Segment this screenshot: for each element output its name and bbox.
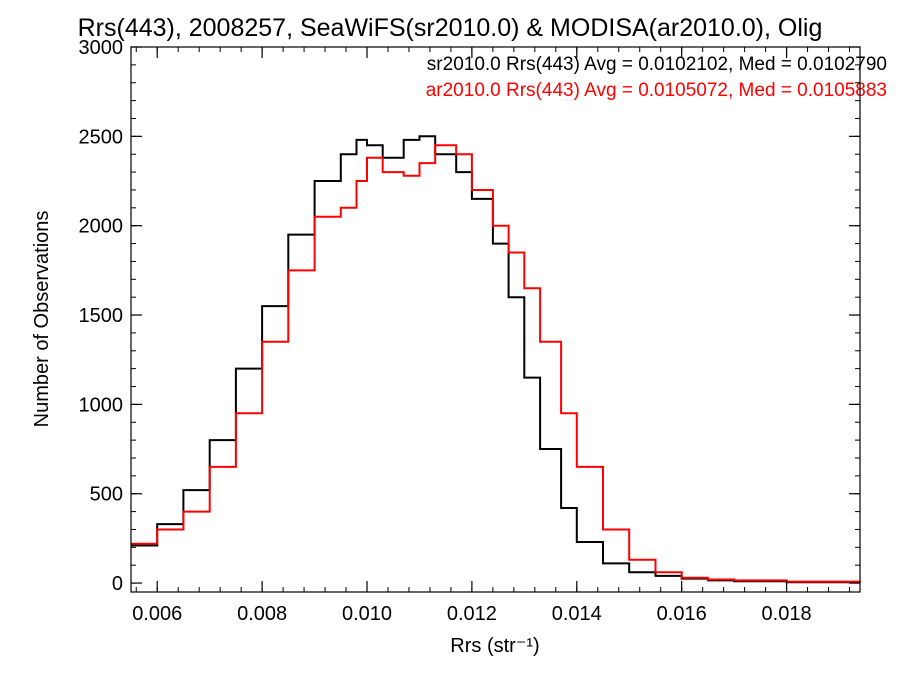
y-tick-label: 2500 [79,126,124,148]
x-tick-label: 0.006 [132,603,182,625]
series-layer [131,135,861,584]
y-tick-label: 1000 [79,394,124,416]
y-axis-label: Number of Observations [31,211,53,428]
x-tick-label: 0.008 [237,603,287,625]
plot-frame [130,46,861,593]
legend-entry-ar2010: ar2010.0 Rrs(443) Avg = 0.0105072, Med =… [426,80,887,101]
y-tick-label: 3000 [79,37,124,59]
y-tick-label: 2000 [79,216,124,238]
x-tick-label: 0.016 [657,603,707,625]
legend: sr2010.0 Rrs(443) Avg = 0.0102102, Med =… [426,54,887,101]
x-axis-label: Rrs (str⁻¹) [450,635,539,657]
x-tick-label: 0.014 [552,603,602,625]
x-tick-label: 0.018 [762,603,812,625]
axis-ticks: 0.006 0.008 0.010 0.012 0.014 0.016 0.018 0 500 1… [79,37,860,625]
series-line-1 [131,144,861,583]
y-tick-label: 1500 [79,305,124,327]
y-tick-label: 0 [112,573,123,595]
x-tick-label: 0.012 [447,603,497,625]
series-line-0 [131,135,861,584]
y-tick-label: 500 [90,484,123,506]
legend-entry-sr2010: sr2010.0 Rrs(443) Avg = 0.0102102, Med =… [427,54,887,75]
chart-title: Rrs(443), 2008257, SeaWiFS(sr2010.0) & M… [78,14,823,42]
x-tick-label: 0.010 [342,603,392,625]
